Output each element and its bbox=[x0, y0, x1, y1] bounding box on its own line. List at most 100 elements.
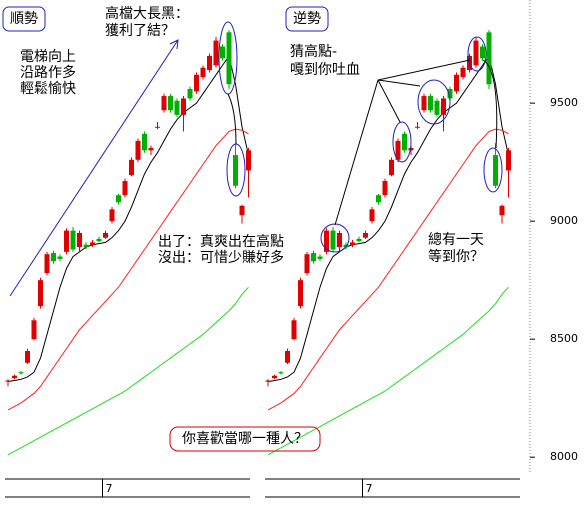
candle-body bbox=[311, 253, 316, 262]
connector bbox=[377, 79, 401, 123]
highlight bbox=[467, 36, 487, 72]
candle-body bbox=[265, 380, 271, 382]
candle-body bbox=[298, 280, 303, 307]
arrow-head bbox=[169, 39, 179, 50]
annotation: 獲利了結？ bbox=[105, 23, 175, 39]
candle-body bbox=[83, 244, 89, 248]
annotation: 沿路作多 bbox=[20, 64, 76, 81]
annotation: 輕鬆愉快 bbox=[20, 81, 76, 97]
connector bbox=[377, 79, 421, 87]
candle-body bbox=[382, 181, 388, 196]
candle-body bbox=[486, 32, 492, 85]
candle-body bbox=[122, 181, 128, 196]
annotation: 出了：真爽出在高點 bbox=[158, 233, 284, 250]
candle-body bbox=[363, 232, 368, 238]
candle-body bbox=[109, 209, 115, 222]
candle-body bbox=[5, 380, 11, 382]
candle-body bbox=[278, 372, 284, 374]
connector bbox=[334, 79, 379, 226]
candle-body bbox=[428, 96, 433, 111]
candle-body bbox=[207, 55, 212, 71]
moving-average bbox=[7, 54, 249, 383]
candle-body bbox=[369, 209, 375, 222]
arrow bbox=[9, 39, 179, 297]
candle-body bbox=[441, 98, 446, 115]
y-tick-label: 9500 bbox=[550, 96, 578, 109]
moving-average bbox=[267, 54, 509, 383]
candle-body bbox=[77, 232, 82, 248]
candle-body bbox=[304, 254, 310, 274]
candle-body bbox=[506, 150, 511, 171]
connector bbox=[377, 59, 471, 81]
annotation: 等到你？ bbox=[428, 248, 484, 265]
panel-title: 順勢 bbox=[10, 11, 38, 27]
candle-body bbox=[434, 100, 440, 115]
left-panel bbox=[5, 29, 251, 456]
highlight bbox=[483, 147, 503, 193]
panel-title: 逆勢 bbox=[293, 11, 321, 27]
x-tick-label: 7 bbox=[366, 482, 373, 495]
candle-body bbox=[376, 195, 381, 203]
footer-box bbox=[169, 426, 321, 452]
y-tick-label: 9000 bbox=[550, 214, 578, 227]
candle-body bbox=[291, 320, 297, 340]
connector bbox=[227, 93, 237, 145]
candle-body bbox=[12, 375, 17, 379]
candle-body bbox=[402, 133, 407, 151]
candle-body bbox=[96, 238, 102, 242]
candle-body bbox=[90, 242, 95, 245]
candle-body bbox=[285, 350, 290, 363]
candle-body bbox=[64, 230, 69, 252]
candle-body bbox=[187, 88, 193, 99]
moving-average bbox=[7, 286, 249, 456]
candle-body bbox=[460, 67, 466, 78]
candle-body bbox=[70, 230, 76, 250]
candle-body bbox=[493, 155, 498, 186]
candle-body bbox=[18, 372, 24, 374]
annotation: 高檔大長黑： bbox=[105, 5, 189, 22]
annotation: 電梯向上 bbox=[20, 49, 76, 65]
candle-body bbox=[272, 375, 277, 379]
footer: 你喜歡當哪一種人？ bbox=[182, 431, 308, 447]
candle-body bbox=[129, 159, 134, 176]
highlight bbox=[417, 79, 451, 125]
moving-average bbox=[7, 128, 249, 411]
annotation: 沒出：可惜少賺好多 bbox=[158, 249, 284, 266]
candle-body bbox=[181, 98, 186, 115]
candle-body bbox=[239, 205, 245, 216]
candle-body bbox=[135, 140, 141, 160]
candle-body bbox=[350, 242, 355, 245]
title-box bbox=[285, 6, 329, 32]
candle-body bbox=[155, 126, 160, 128]
candle-body bbox=[44, 254, 50, 274]
candle-body bbox=[194, 74, 199, 92]
candle-body bbox=[447, 88, 453, 99]
moving-average bbox=[267, 286, 509, 456]
annotation: 總有一天 bbox=[428, 231, 484, 248]
annotation: 猜高點- bbox=[290, 43, 337, 60]
candle-body bbox=[421, 96, 427, 111]
right-panel bbox=[265, 29, 511, 456]
candle-body bbox=[220, 46, 225, 59]
candle-body bbox=[415, 126, 420, 128]
candle-body bbox=[408, 147, 414, 151]
candle-body bbox=[395, 140, 401, 160]
connector bbox=[482, 59, 498, 149]
candle-body bbox=[317, 256, 323, 259]
candle-body bbox=[38, 280, 43, 307]
candle-body bbox=[337, 232, 342, 248]
candle-body bbox=[168, 96, 173, 111]
candle-body bbox=[31, 320, 37, 340]
candle-body bbox=[142, 133, 147, 151]
moving-average bbox=[267, 128, 509, 411]
annotation: 嘎到你吐血 bbox=[290, 62, 360, 78]
y-tick-label: 8000 bbox=[550, 450, 578, 463]
candle-body bbox=[174, 100, 180, 115]
candle-body bbox=[356, 238, 362, 242]
candle-body bbox=[233, 155, 238, 186]
candle-body bbox=[473, 40, 479, 66]
x-tick-label: 7 bbox=[106, 482, 113, 495]
candle-body bbox=[389, 159, 394, 176]
title-box bbox=[2, 6, 46, 32]
